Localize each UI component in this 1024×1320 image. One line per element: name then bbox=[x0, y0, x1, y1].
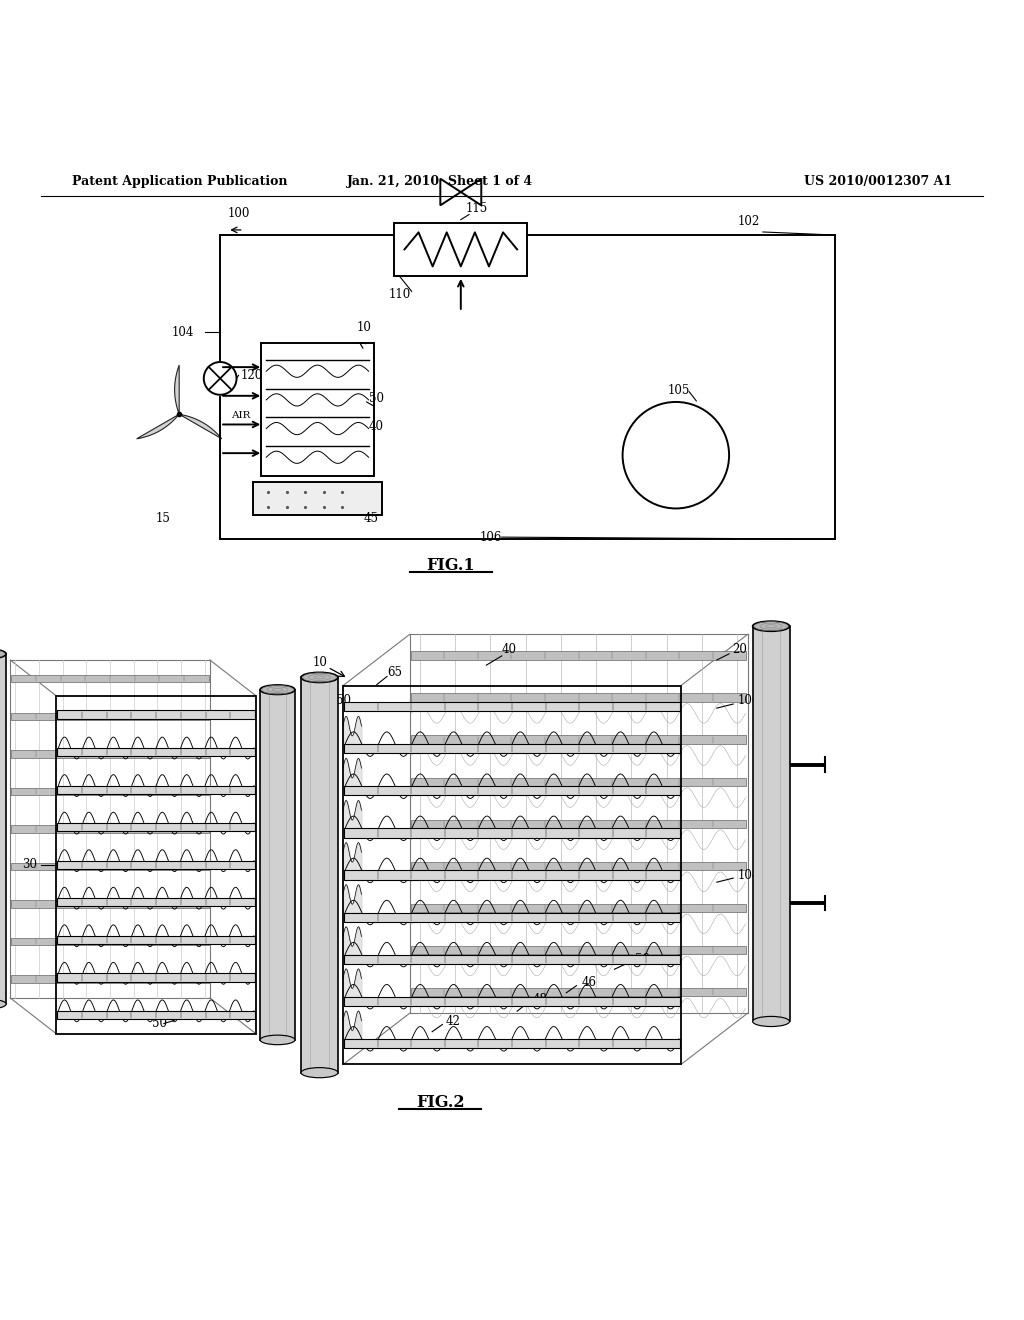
Text: 40: 40 bbox=[502, 643, 517, 656]
Polygon shape bbox=[440, 178, 461, 206]
Text: 110: 110 bbox=[389, 288, 412, 301]
Bar bbox=[411, 777, 746, 785]
Text: 15: 15 bbox=[156, 512, 171, 525]
Text: 115: 115 bbox=[466, 202, 488, 215]
Ellipse shape bbox=[753, 622, 790, 631]
Bar bbox=[411, 735, 746, 743]
Text: 42: 42 bbox=[445, 1015, 461, 1028]
Bar bbox=[57, 861, 255, 869]
Bar bbox=[57, 785, 255, 793]
Text: 100: 100 bbox=[227, 207, 250, 219]
Ellipse shape bbox=[260, 1035, 295, 1044]
Text: 46: 46 bbox=[582, 975, 597, 989]
Bar bbox=[11, 900, 209, 908]
Bar bbox=[753, 626, 790, 1022]
Bar bbox=[411, 651, 746, 660]
Bar bbox=[11, 863, 209, 870]
Text: 48: 48 bbox=[532, 994, 548, 1006]
Bar bbox=[411, 693, 746, 702]
Text: 104: 104 bbox=[737, 869, 760, 882]
Text: 30: 30 bbox=[23, 858, 38, 871]
Ellipse shape bbox=[301, 672, 338, 682]
Bar bbox=[344, 997, 680, 1006]
Bar bbox=[57, 824, 255, 832]
Text: 102: 102 bbox=[737, 215, 760, 228]
Ellipse shape bbox=[0, 649, 6, 659]
Bar bbox=[411, 820, 746, 828]
Text: Patent Application Publication: Patent Application Publication bbox=[72, 176, 287, 189]
Bar bbox=[57, 710, 255, 719]
Text: 106: 106 bbox=[737, 694, 760, 708]
Bar bbox=[344, 870, 680, 879]
Bar bbox=[261, 343, 374, 475]
Bar bbox=[57, 936, 255, 944]
Text: US 2010/0012307 A1: US 2010/0012307 A1 bbox=[804, 176, 952, 189]
Text: AIR: AIR bbox=[231, 412, 250, 420]
Ellipse shape bbox=[0, 999, 6, 1008]
Bar bbox=[301, 677, 338, 1073]
Bar bbox=[344, 829, 680, 838]
Text: FIG.2: FIG.2 bbox=[416, 1094, 465, 1111]
Text: 50: 50 bbox=[635, 953, 650, 965]
Bar bbox=[344, 702, 680, 711]
Bar bbox=[0, 653, 6, 1005]
Text: 10: 10 bbox=[312, 656, 328, 668]
Bar bbox=[11, 675, 209, 682]
Bar bbox=[11, 788, 209, 795]
Polygon shape bbox=[179, 414, 222, 438]
Bar bbox=[394, 223, 527, 276]
Ellipse shape bbox=[260, 685, 295, 694]
Bar bbox=[411, 862, 746, 870]
Text: 120: 120 bbox=[241, 368, 263, 381]
Bar bbox=[57, 1011, 255, 1019]
Bar bbox=[411, 904, 746, 912]
Text: Jan. 21, 2010  Sheet 1 of 4: Jan. 21, 2010 Sheet 1 of 4 bbox=[347, 176, 534, 189]
Bar bbox=[344, 1039, 680, 1048]
Circle shape bbox=[623, 403, 729, 508]
Text: 20: 20 bbox=[732, 643, 748, 656]
Text: 40: 40 bbox=[369, 420, 384, 433]
Bar bbox=[11, 713, 209, 719]
Text: 105: 105 bbox=[668, 384, 690, 397]
Bar bbox=[57, 748, 255, 756]
Bar bbox=[344, 954, 680, 964]
Bar bbox=[344, 744, 680, 754]
Text: 50: 50 bbox=[336, 694, 351, 708]
Bar bbox=[411, 946, 746, 954]
Bar bbox=[57, 898, 255, 907]
Ellipse shape bbox=[753, 1016, 790, 1027]
Ellipse shape bbox=[301, 1068, 338, 1077]
Text: 45: 45 bbox=[364, 512, 379, 525]
Bar bbox=[260, 689, 295, 1040]
Bar bbox=[57, 973, 255, 982]
Bar bbox=[253, 482, 382, 515]
Bar bbox=[11, 939, 209, 945]
Text: 50: 50 bbox=[369, 392, 384, 405]
Text: 104: 104 bbox=[172, 326, 195, 339]
Circle shape bbox=[204, 362, 237, 395]
Text: 10: 10 bbox=[356, 321, 372, 334]
Bar bbox=[11, 750, 209, 758]
Polygon shape bbox=[174, 366, 179, 414]
Polygon shape bbox=[136, 414, 179, 438]
Bar bbox=[344, 787, 680, 796]
Text: 50: 50 bbox=[152, 1016, 167, 1030]
Text: 106: 106 bbox=[479, 531, 502, 544]
Polygon shape bbox=[461, 178, 481, 206]
Bar bbox=[411, 989, 746, 997]
Text: 65: 65 bbox=[387, 665, 402, 678]
Text: FIG.1: FIG.1 bbox=[426, 557, 475, 574]
Bar bbox=[11, 975, 209, 983]
Bar bbox=[11, 825, 209, 833]
Bar bbox=[344, 912, 680, 921]
